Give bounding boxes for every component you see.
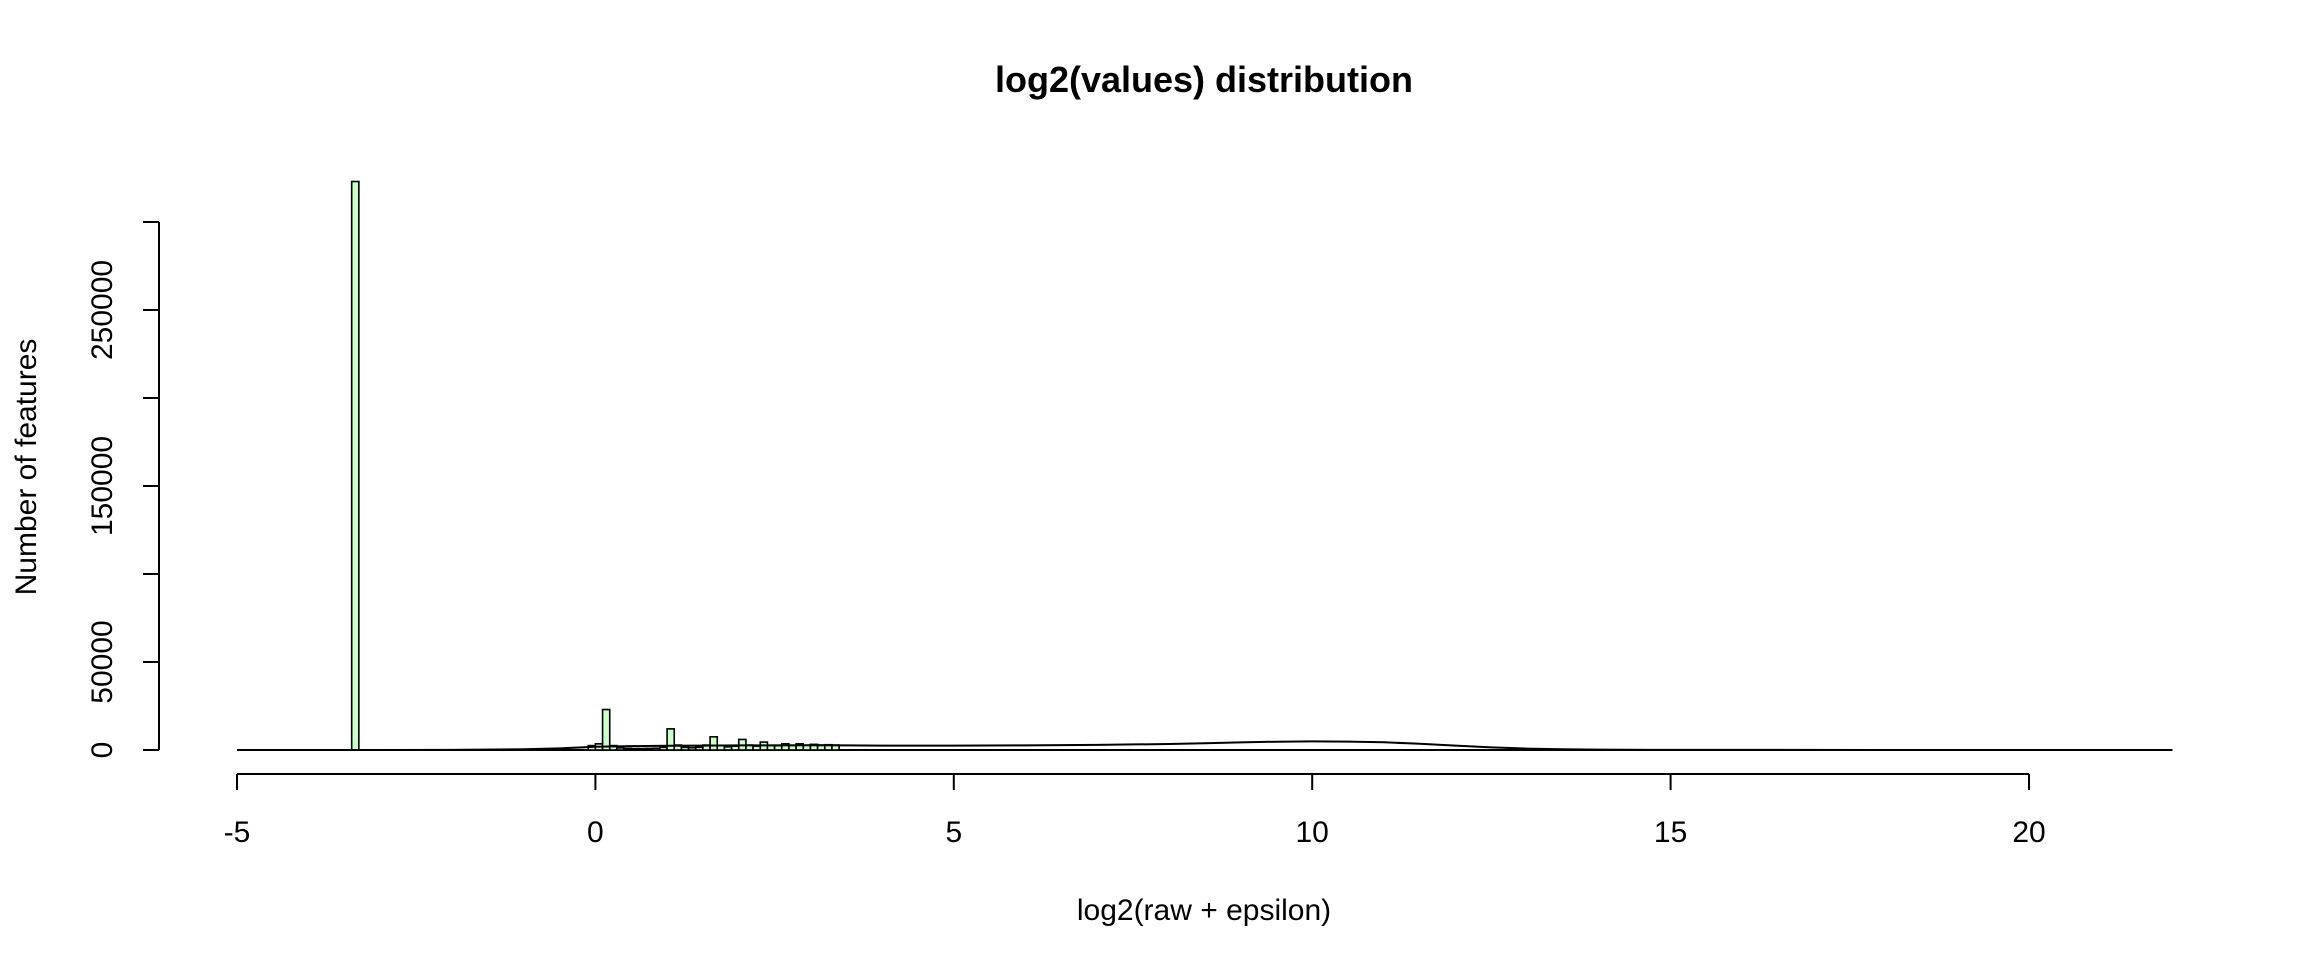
histogram-bar bbox=[644, 747, 654, 751]
histogram-bar bbox=[623, 747, 633, 751]
x-tick-label: 15 bbox=[1654, 816, 1687, 849]
x-axis-label: log2(raw + epsilon) bbox=[1077, 894, 1331, 927]
x-tick-label: 20 bbox=[2012, 816, 2045, 849]
y-tick-label: 0 bbox=[86, 742, 119, 759]
x-tick-label: 5 bbox=[945, 816, 962, 849]
histogram-bar bbox=[687, 746, 697, 751]
y-axis-label: Number of features bbox=[10, 339, 43, 596]
histogram-bar bbox=[752, 745, 762, 751]
histogram-bar bbox=[730, 745, 740, 751]
x-tick-label: -5 bbox=[224, 816, 251, 849]
y-tick-label: 150000 bbox=[86, 436, 119, 536]
histogram-bar bbox=[723, 746, 733, 751]
histogram-bar bbox=[680, 746, 690, 751]
histogram-bar bbox=[694, 746, 704, 751]
histogram-bar bbox=[630, 747, 640, 751]
density-line bbox=[237, 740, 2173, 751]
x-tick-label: 0 bbox=[587, 816, 604, 849]
histogram-bar bbox=[666, 728, 676, 751]
histogram-bar bbox=[709, 735, 719, 751]
histogram-bar bbox=[601, 708, 611, 751]
histogram-bar bbox=[659, 746, 668, 751]
y-tick-label: 250000 bbox=[86, 260, 119, 360]
y-axis: 0 50000 150000 250000 bbox=[86, 221, 160, 759]
histogram-bars bbox=[237, 180, 2173, 751]
x-axis: -5 0 5 10 15 20 bbox=[224, 773, 2046, 849]
chart-title: log2(values) distribution bbox=[995, 59, 1413, 100]
histogram-bar bbox=[350, 180, 360, 751]
histogram-bar bbox=[616, 747, 625, 751]
histogram-bar bbox=[651, 747, 661, 751]
y-tick-label: 50000 bbox=[86, 620, 119, 703]
histogram-bar bbox=[637, 747, 647, 751]
x-tick-label: 10 bbox=[1296, 816, 1329, 849]
